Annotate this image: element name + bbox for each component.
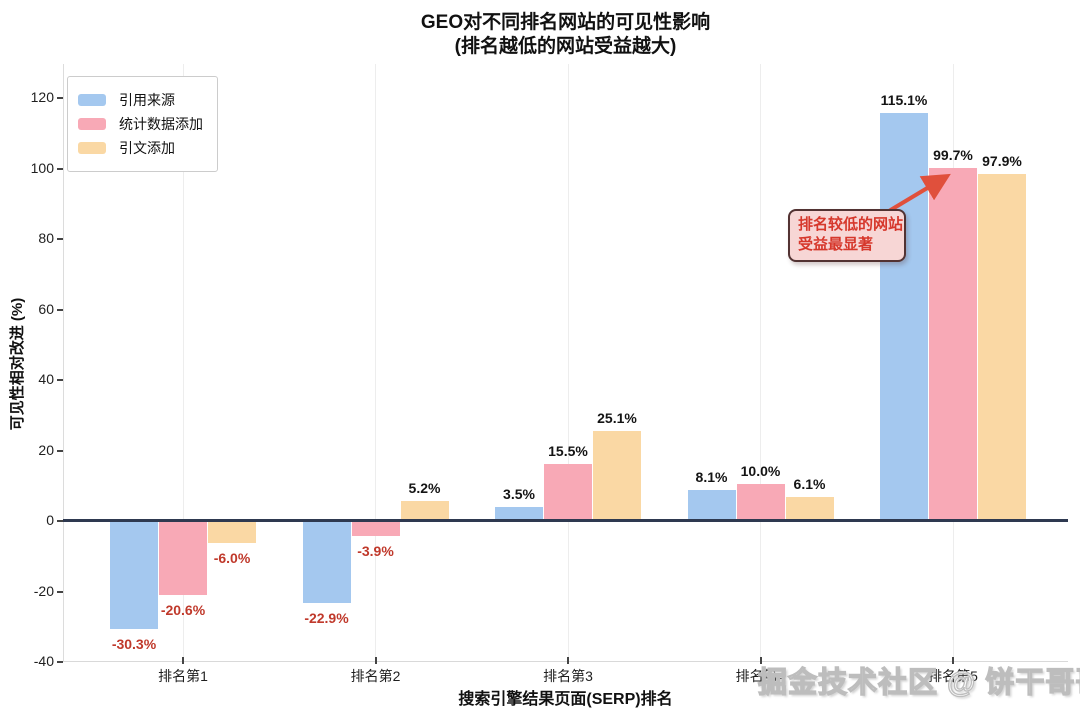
bar-引用来源-排名第4 [687, 490, 736, 519]
bar-value-label: 99.7% [933, 146, 973, 163]
bar-value-label: 6.1% [793, 476, 826, 493]
legend: 引用来源统计数据添加 引文添加 [67, 76, 218, 172]
legend-item-统计数据添加: 统计数据添加 [78, 114, 203, 134]
category-gridline [182, 64, 184, 662]
chart-subtitle: (排名越低的网站受益越大) [454, 36, 677, 57]
y-tick-mark [57, 97, 63, 99]
bar-value-label: 3.5% [503, 485, 535, 502]
bar-引用来源-排名第5 [880, 113, 928, 519]
bar-value-label: 8.1% [695, 469, 728, 486]
bar-引用来源-排名第1 [110, 522, 158, 629]
y-tick-mark [57, 661, 63, 663]
y-tick-mark [57, 379, 63, 381]
bar-value-label: -30.3% [111, 635, 157, 652]
x-tick-label: 排名第2 [350, 668, 401, 684]
y-tick-label: -40 [33, 653, 54, 669]
legend-label: 引用来源 [119, 92, 175, 108]
y-tick-mark [57, 308, 63, 311]
bar-引文添加-排名第3 [593, 430, 641, 519]
y-axis-spine [63, 64, 64, 662]
y-tick-label: 20 [38, 441, 54, 458]
x-tick-mark [374, 657, 377, 664]
bar-统计数据添加-排名第1 [159, 522, 207, 595]
bar-value-label: 5.2% [408, 479, 441, 496]
annotation-text-line1: 排名较低的网站 [798, 216, 904, 233]
annotation-callout: 排名较低的网站 受益最显著 [788, 209, 906, 262]
x-tick-label: 排名第5 [928, 668, 978, 684]
legend-swatch [78, 118, 106, 130]
y-tick-label: 100 [30, 159, 54, 176]
zero-baseline [63, 519, 1068, 522]
bar-value-label: -22.9% [304, 609, 349, 626]
x-tick-mark [759, 657, 762, 664]
bar-引文添加-排名第1 [208, 522, 256, 544]
legend-item-引用来源: 引用来源 [78, 90, 203, 110]
bar-value-label: 25.1% [597, 409, 637, 426]
y-tick-label: 0 [46, 512, 54, 528]
x-axis-spine [63, 661, 1068, 662]
x-tick-mark [952, 657, 954, 664]
bar-value-label: 15.5% [548, 443, 588, 460]
y-axis-label: 可见性相对改进 (%) [9, 297, 26, 431]
bar-value-label: -6.0% [213, 550, 251, 567]
bar-引文添加-排名第5 [978, 173, 1026, 519]
y-tick-label: 120 [30, 89, 54, 105]
x-tick-mark [182, 657, 184, 664]
y-tick-mark [57, 520, 63, 522]
bar-引文添加-排名第4 [785, 497, 834, 519]
x-tick-label: 排名第3 [543, 668, 593, 684]
chart-title: GEO对不同排名网站的可见性影响 [420, 12, 711, 33]
legend-label: 统计数据添加 [119, 116, 203, 132]
annotation-text-line2: 受益最显著 [798, 236, 874, 254]
category-gridline [375, 64, 376, 662]
x-tick-label: 排名第4 [735, 668, 786, 684]
bar-引用来源-排名第2 [302, 522, 351, 603]
y-tick-mark [57, 238, 63, 240]
y-tick-label: 40 [38, 371, 54, 387]
bar-value-label: -20.6% [160, 601, 206, 618]
legend-item-引文添加: 引文添加 [78, 138, 203, 158]
x-axis-label: 搜索引擎结果页面(SERP)排名 [458, 691, 673, 708]
bar-value-label: -3.9% [357, 542, 394, 559]
y-tick-label: -20 [33, 582, 54, 599]
watermark: 掘金技术社区 @ 饼干哥哥 [757, 666, 1080, 699]
bar-统计数据添加-排名第4 [736, 483, 785, 519]
y-tick-mark [57, 167, 63, 170]
category-gridline [760, 64, 761, 662]
y-tick-mark [57, 449, 63, 452]
x-tick-label: 排名第1 [158, 668, 208, 684]
bar-统计数据添加-排名第2 [351, 522, 400, 536]
y-tick-label: 60 [38, 300, 54, 317]
bar-value-label: 115.1% [880, 92, 928, 109]
bar-value-label: 10.0% [740, 462, 781, 479]
x-tick-mark [567, 657, 569, 664]
bar-value-label: 97.9% [982, 152, 1022, 169]
bar-引文添加-排名第2 [400, 500, 449, 519]
legend-swatch [78, 142, 106, 154]
y-tick-label: 80 [38, 230, 54, 246]
category-gridline [567, 64, 569, 662]
bar-统计数据添加-排名第5 [929, 167, 977, 519]
legend-label: 引文添加 [119, 140, 175, 156]
y-tick-mark [57, 590, 63, 593]
bar-统计数据添加-排名第3 [544, 464, 592, 519]
bar-引用来源-排名第3 [495, 506, 543, 519]
legend-swatch [78, 94, 106, 106]
